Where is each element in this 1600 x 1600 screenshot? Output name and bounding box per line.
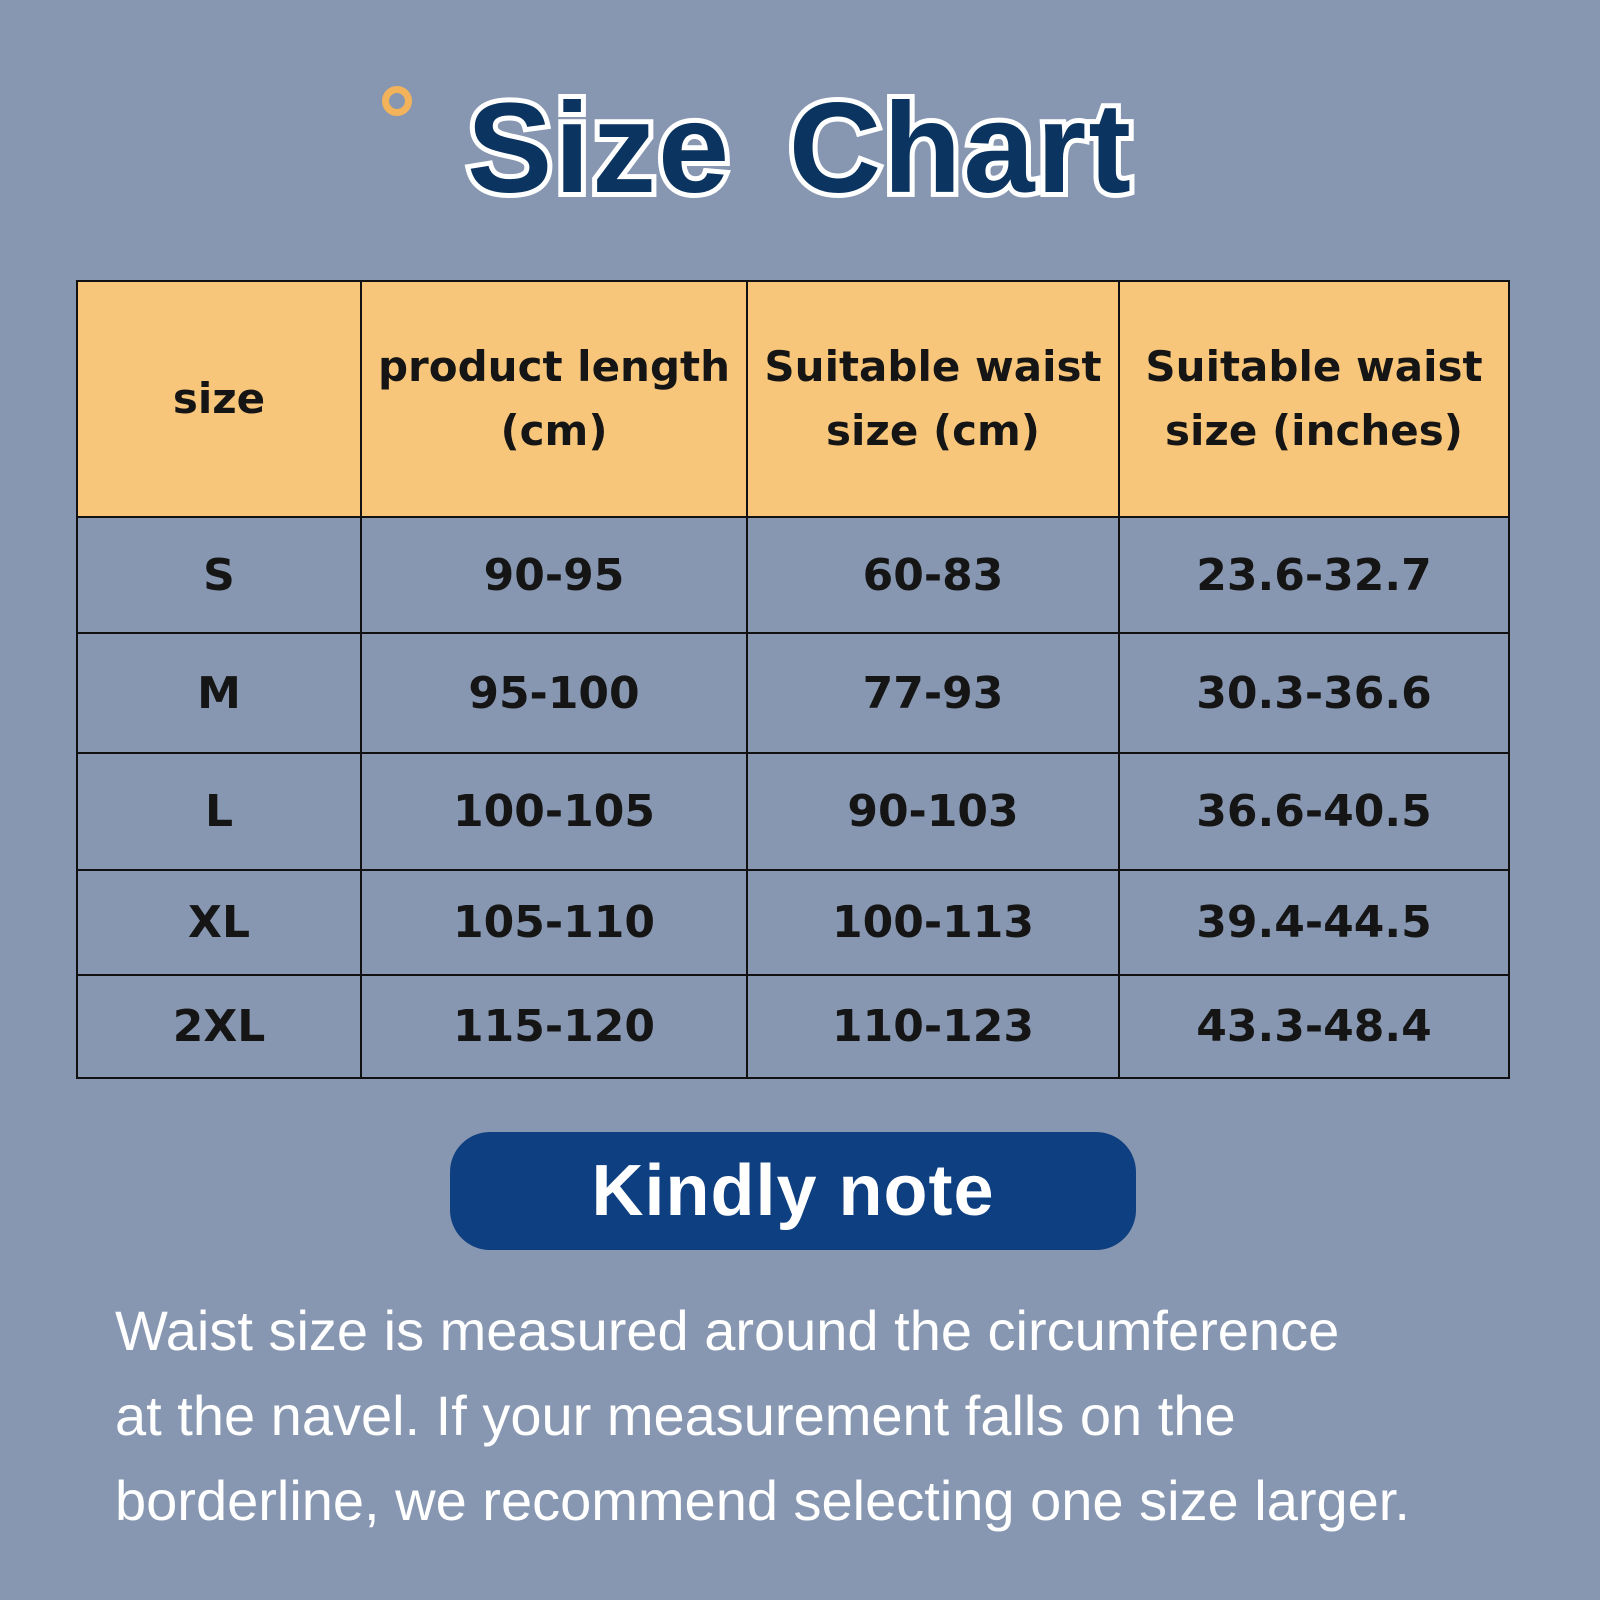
table-cell: 36.6-40.5 (1118, 752, 1510, 871)
table-cell: 90-95 (360, 516, 748, 634)
table-cell: 2XL (76, 974, 362, 1079)
header-line: Suitable waist (764, 342, 1102, 391)
table-cell: 110-123 (746, 974, 1120, 1079)
table-row: XL 105-110 100-113 39.4-44.5 (76, 869, 1510, 976)
note-line: Waist size is measured around the circum… (115, 1299, 1340, 1362)
table-row: M 95-100 77-93 30.3-36.6 (76, 632, 1510, 754)
header-cell: size (76, 280, 362, 518)
header-cell: Suitable waist size (inches) (1118, 280, 1510, 518)
header-line: (cm) (500, 406, 608, 455)
header-line: size (cm) (826, 406, 1040, 455)
table-cell: 90-103 (746, 752, 1120, 871)
table-cell: 43.3-48.4 (1118, 974, 1510, 1079)
header-line: size (172, 374, 266, 423)
table-cell: 105-110 (360, 869, 748, 976)
title: Size Chart (462, 72, 1136, 225)
header-line: Suitable waist (1145, 342, 1483, 391)
table-cell: 23.6-32.7 (1118, 516, 1510, 634)
table-cell: 100-105 (360, 752, 748, 871)
table-cell: 95-100 (360, 632, 748, 754)
table-cell: 30.3-36.6 (1118, 632, 1510, 754)
note-text: Waist size is measured around the circum… (115, 1288, 1410, 1543)
table-row: L 100-105 90-103 36.6-40.5 (76, 752, 1510, 871)
table-cell: 115-120 (360, 974, 748, 1079)
header-line: product length (377, 342, 731, 391)
header-line: size (inches) (1165, 406, 1463, 455)
note-line: borderline, we recommend selecting one s… (115, 1469, 1410, 1532)
table-cell: S (76, 516, 362, 634)
size-table: size product length (cm) Suitable waist size… (76, 280, 1510, 1079)
decoration-ring (382, 86, 412, 116)
table-cell: 100-113 (746, 869, 1120, 976)
header-cell: Suitable waist size (cm) (746, 280, 1120, 518)
header-row: size product length (cm) Suitable waist size… (76, 280, 1510, 518)
table-cell: 60-83 (746, 516, 1120, 634)
table-row: 2XL 115-120 110-123 43.3-48.4 (76, 974, 1510, 1079)
table-cell: 39.4-44.5 (1118, 869, 1510, 976)
table-body: S 90-95 60-83 23.6-32.7 M 95-100 77-93 30.3-36.… (76, 516, 1510, 1079)
table-cell: L (76, 752, 362, 871)
header-cell: product length (cm) (360, 280, 748, 518)
note-line: at the navel. If your measurement falls … (115, 1384, 1236, 1447)
table-row: S 90-95 60-83 23.6-32.7 (76, 516, 1510, 634)
table-cell: M (76, 632, 362, 754)
table-cell: 77-93 (746, 632, 1120, 754)
table-cell: XL (76, 869, 362, 976)
note-heading: Kindly note (450, 1132, 1136, 1250)
